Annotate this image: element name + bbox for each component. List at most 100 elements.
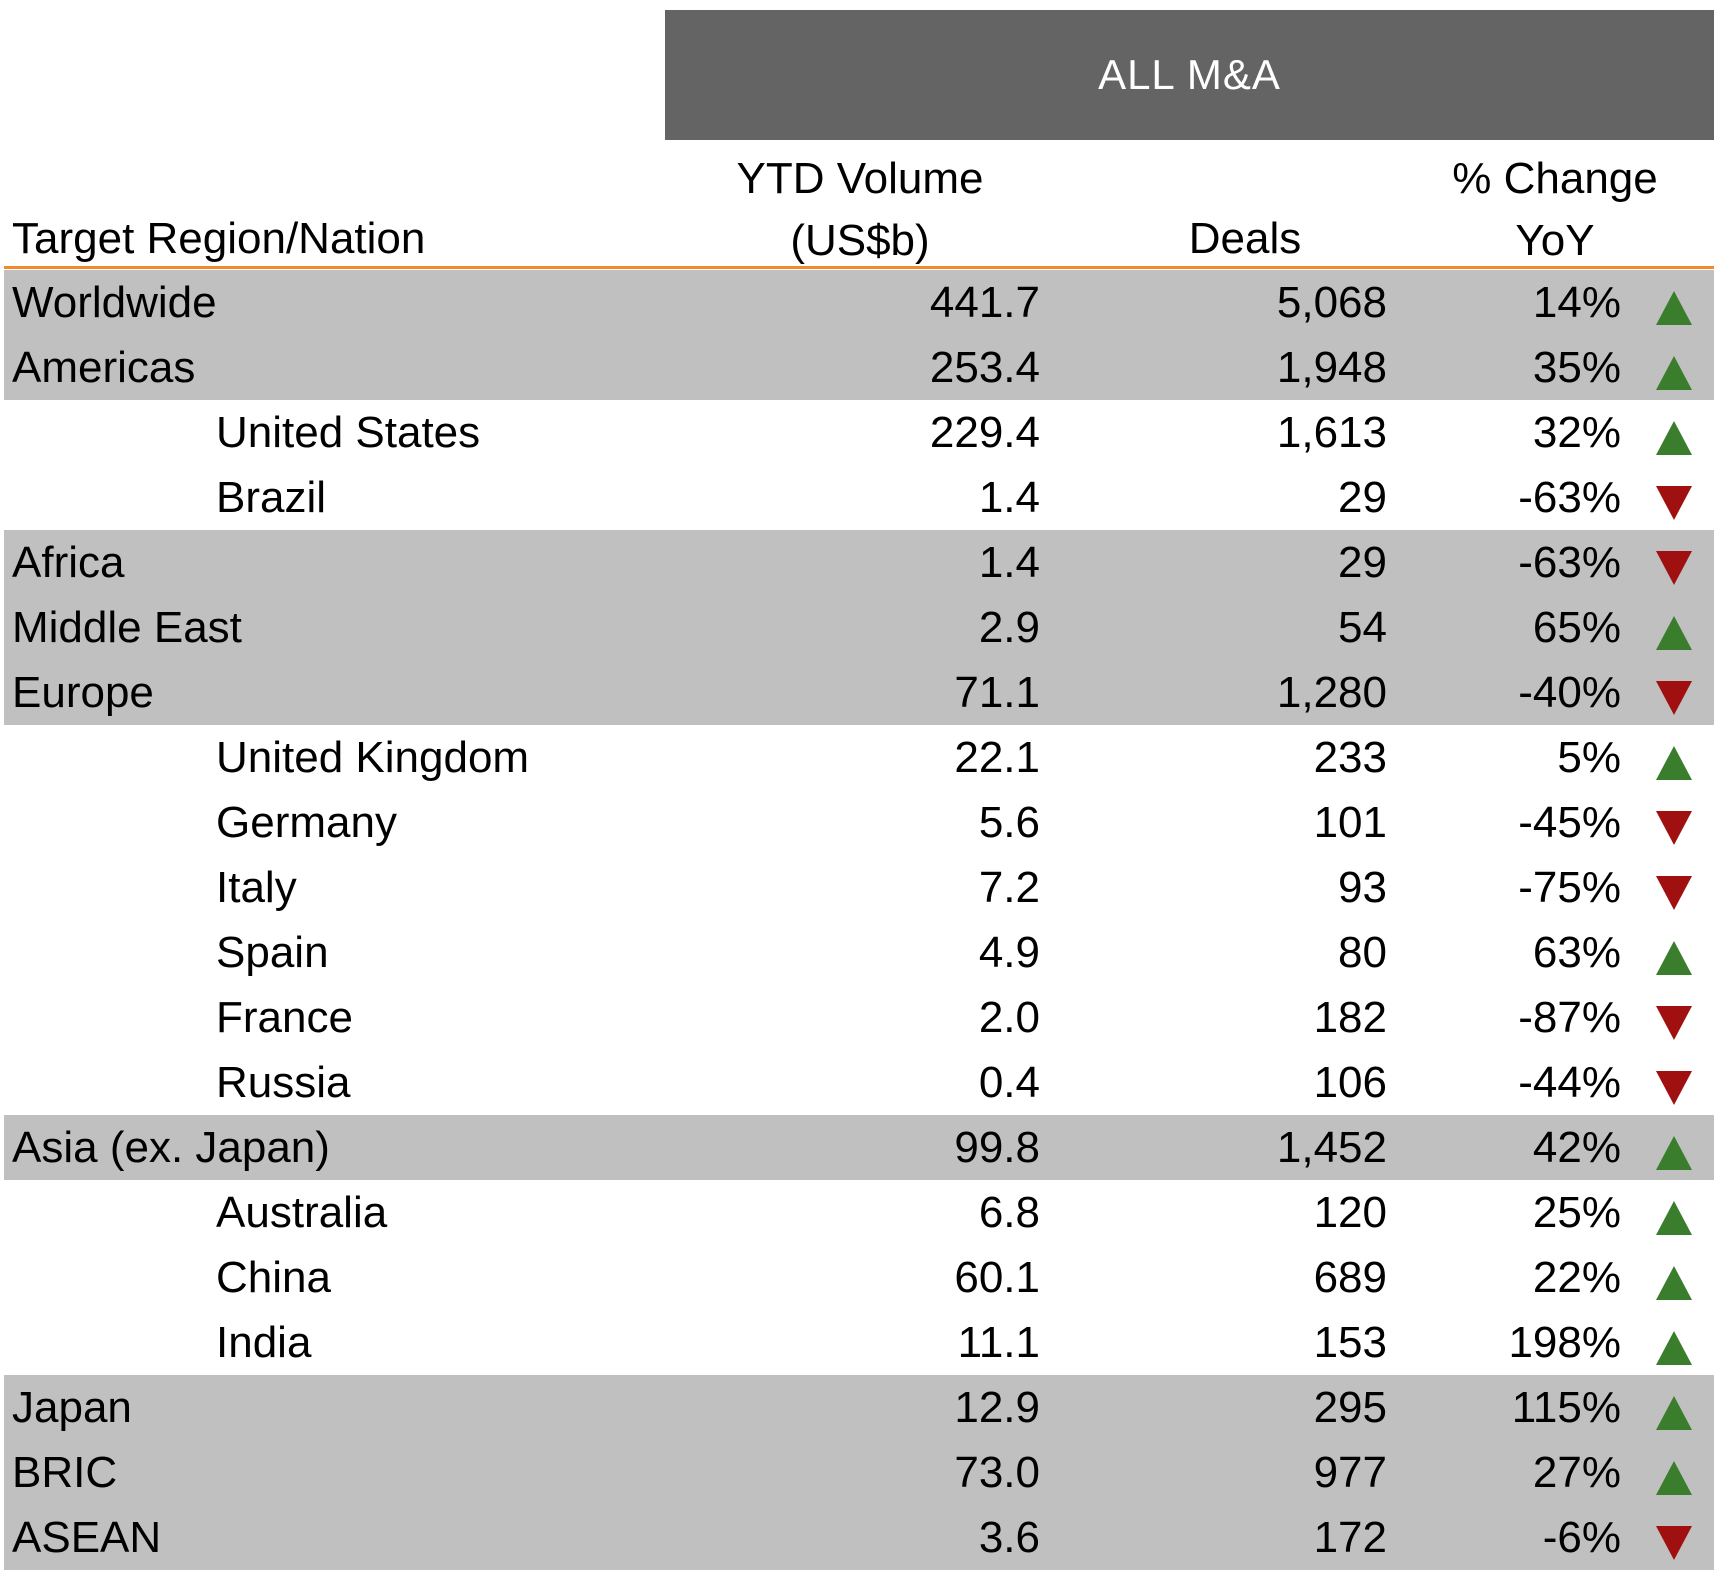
- change-cell: 32%: [1532, 408, 1621, 457]
- deals-cell: 153: [1313, 1318, 1387, 1367]
- volume-cell: 4.9: [978, 928, 1040, 977]
- table-row: Worldwide 441.7 5,068 14%: [4, 270, 1714, 335]
- region-name: Italy: [216, 863, 297, 912]
- header-volume: YTD Volume (US$b): [700, 148, 1020, 272]
- volume-cell: 1.4: [978, 538, 1040, 587]
- header-change-line2: YoY: [1515, 216, 1595, 265]
- down-triangle-icon: [1656, 681, 1692, 715]
- deals-cell: 5,068: [1276, 278, 1387, 327]
- change-cell: 14%: [1532, 278, 1621, 327]
- deals-cell: 93: [1338, 863, 1387, 912]
- change-cell: 22%: [1532, 1253, 1621, 1302]
- deals-cell: 233: [1313, 733, 1387, 782]
- volume-cell: 7.2: [978, 863, 1040, 912]
- table-row: Americas 253.4 1,948 35%: [4, 335, 1714, 400]
- change-cell: 198%: [1508, 1318, 1621, 1367]
- up-triangle-icon: [1656, 1266, 1692, 1300]
- table-row: Africa 1.4 29 -63%: [4, 530, 1714, 595]
- table-row: Europe 71.1 1,280 -40%: [4, 660, 1714, 725]
- change-cell: -44%: [1518, 1058, 1621, 1107]
- volume-cell: 0.4: [978, 1058, 1040, 1107]
- up-triangle-icon: [1656, 746, 1692, 780]
- volume-cell: 1.4: [978, 473, 1040, 522]
- change-cell: -6%: [1542, 1513, 1621, 1562]
- table-row: China 60.1 689 22%: [4, 1245, 1714, 1310]
- deals-cell: 1,948: [1276, 343, 1387, 392]
- volume-cell: 253.4: [929, 343, 1040, 392]
- banner-title: ALL M&A: [1098, 51, 1281, 98]
- up-triangle-icon: [1656, 1201, 1692, 1235]
- volume-cell: 229.4: [929, 408, 1040, 457]
- volume-cell: 60.1: [954, 1253, 1040, 1302]
- deals-cell: 182: [1313, 993, 1387, 1042]
- region-name: ASEAN: [12, 1513, 162, 1562]
- change-cell: -75%: [1518, 863, 1621, 912]
- region-name: Worldwide: [12, 278, 217, 327]
- table-row: Middle East 2.9 54 65%: [4, 595, 1714, 660]
- volume-cell: 22.1: [954, 733, 1040, 782]
- volume-cell: 12.9: [954, 1383, 1040, 1432]
- change-cell: -45%: [1518, 798, 1621, 847]
- region-name: India: [216, 1318, 312, 1367]
- volume-cell: 441.7: [929, 278, 1040, 327]
- change-cell: 65%: [1532, 603, 1621, 652]
- deals-cell: 1,280: [1276, 668, 1387, 717]
- header-change-line1: % Change: [1452, 154, 1658, 203]
- up-triangle-icon: [1656, 1331, 1692, 1365]
- change-cell: 35%: [1532, 343, 1621, 392]
- region-name: Spain: [216, 928, 329, 977]
- deals-cell: 295: [1313, 1383, 1387, 1432]
- change-cell: 42%: [1532, 1123, 1621, 1172]
- change-cell: 27%: [1532, 1448, 1621, 1497]
- table-row: Australia 6.8 120 25%: [4, 1180, 1714, 1245]
- table-row: Brazil 1.4 29 -63%: [4, 465, 1714, 530]
- volume-cell: 73.0: [954, 1448, 1040, 1497]
- header-region: Target Region/Nation: [12, 214, 426, 263]
- deals-cell: 29: [1338, 538, 1387, 587]
- down-triangle-icon: [1656, 1006, 1692, 1040]
- deals-cell: 977: [1313, 1448, 1387, 1497]
- up-triangle-icon: [1656, 1396, 1692, 1430]
- up-triangle-icon: [1656, 1461, 1692, 1495]
- region-name: Brazil: [216, 473, 327, 522]
- change-cell: -63%: [1518, 538, 1621, 587]
- ma-table: Worldwide 441.7 5,068 14% Americas 253.4 1,948…: [4, 270, 1714, 1570]
- down-triangle-icon: [1656, 551, 1692, 585]
- deals-cell: 101: [1313, 798, 1387, 847]
- deals-cell: 120: [1313, 1188, 1387, 1237]
- table-row: Asia (ex. Japan) 99.8 1,452 42%: [4, 1115, 1714, 1180]
- header-divider: [4, 266, 1714, 269]
- change-cell: 63%: [1532, 928, 1621, 977]
- volume-cell: 11.1: [957, 1318, 1040, 1367]
- change-cell: 5%: [1557, 733, 1621, 782]
- region-name: Asia (ex. Japan): [12, 1123, 330, 1172]
- header-volume-line1: YTD Volume: [736, 154, 984, 203]
- down-triangle-icon: [1656, 811, 1692, 845]
- region-name: Americas: [12, 343, 196, 392]
- table-row: Japan 12.9 295 115%: [4, 1375, 1714, 1440]
- table-row: India 11.1 153 198%: [4, 1310, 1714, 1375]
- change-cell: -63%: [1518, 473, 1621, 522]
- region-name: Europe: [12, 668, 154, 717]
- down-triangle-icon: [1656, 486, 1692, 520]
- region-name: Russia: [216, 1058, 351, 1107]
- up-triangle-icon: [1656, 1136, 1692, 1170]
- deals-cell: 80: [1338, 928, 1387, 977]
- table-row: ASEAN 3.6 172 -6%: [4, 1505, 1714, 1570]
- region-name: Australia: [216, 1188, 388, 1237]
- deals-cell: 1,452: [1276, 1123, 1387, 1172]
- deals-cell: 689: [1313, 1253, 1387, 1302]
- volume-cell: 2.0: [978, 993, 1040, 1042]
- change-cell: -87%: [1518, 993, 1621, 1042]
- down-triangle-icon: [1656, 876, 1692, 910]
- up-triangle-icon: [1656, 941, 1692, 975]
- table-row: United Kingdom 22.1 233 5%: [4, 725, 1714, 790]
- region-name: France: [216, 993, 353, 1042]
- down-triangle-icon: [1656, 1526, 1692, 1560]
- region-name: Middle East: [12, 603, 242, 652]
- volume-cell: 3.6: [978, 1513, 1040, 1562]
- deals-cell: 1,613: [1276, 408, 1387, 457]
- region-name: Japan: [12, 1383, 132, 1432]
- header-volume-line2: (US$b): [790, 216, 930, 265]
- volume-cell: 99.8: [954, 1123, 1040, 1172]
